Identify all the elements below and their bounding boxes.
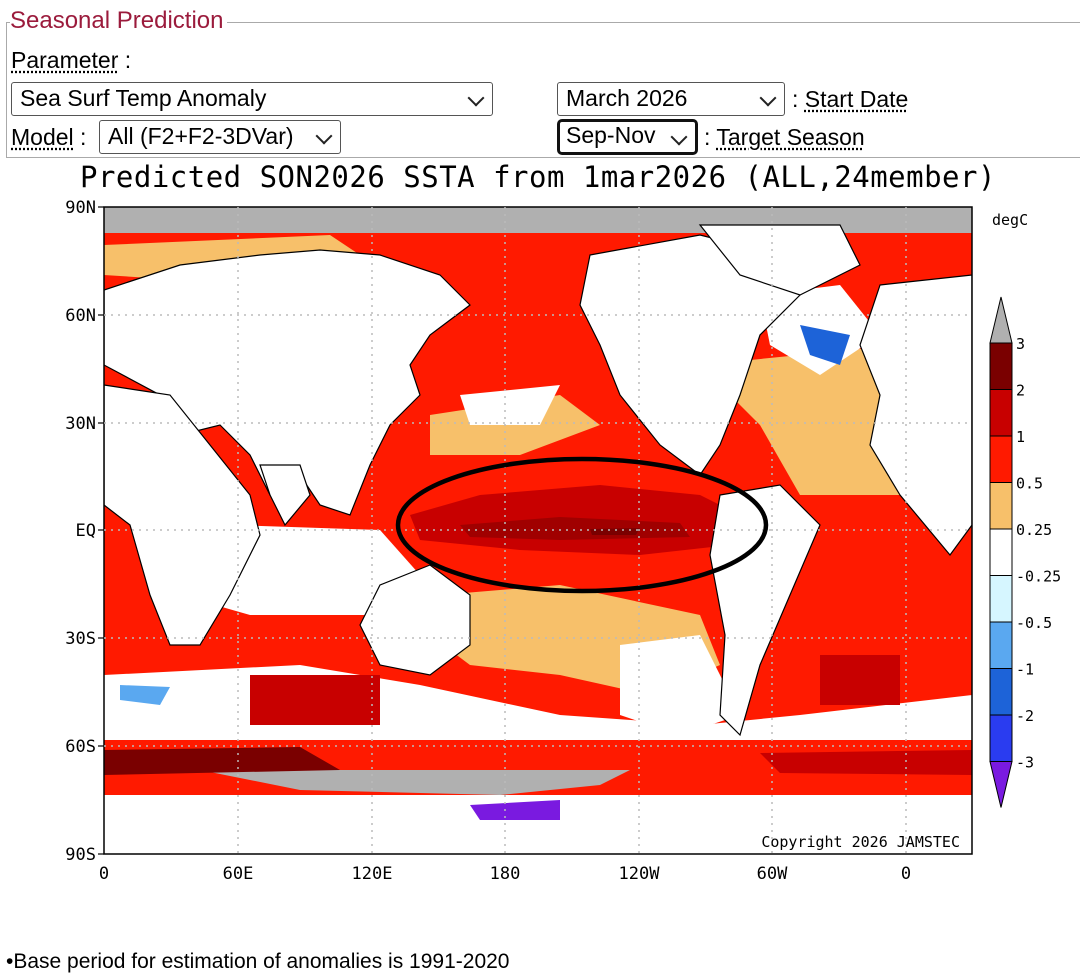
lat-label: 30S	[65, 629, 96, 649]
chevron-down-icon	[670, 128, 688, 146]
parameter-colon: :	[124, 47, 132, 73]
anomaly-patch	[120, 685, 170, 705]
base-period-note: •Base period for estimation of anomalies…	[6, 950, 510, 973]
model-select-value: All (F2+F2-3DVar)	[108, 123, 294, 149]
chevron-down-icon	[467, 89, 485, 107]
colorbar-label: -3	[1016, 754, 1034, 772]
india-landmass	[259, 464, 311, 527]
colorbar-label: -0.5	[1016, 614, 1052, 632]
continent-outlines	[104, 224, 972, 737]
parameter-label: Parameter	[11, 47, 119, 73]
lat-label: 60N	[65, 306, 96, 326]
anomaly-patch	[760, 750, 972, 775]
start-date-select-value: March 2026	[566, 85, 688, 111]
africa-landmass	[104, 384, 261, 646]
chevron-down-icon	[759, 89, 777, 107]
map-field	[104, 207, 972, 854]
colorbar-unit: degC	[992, 211, 1028, 229]
parameter-select[interactable]: Sea Surf Temp Anomaly	[11, 82, 493, 116]
anomaly-patch	[250, 675, 380, 725]
map-title: Predicted SON2026 SSTA from 1mar2026 (AL…	[80, 160, 996, 194]
colorbar-label: 1	[1016, 428, 1025, 446]
prediction-form	[6, 22, 1080, 158]
anomaly-patch	[460, 385, 560, 425]
model-colon: :	[80, 124, 87, 150]
colorbar-segment	[989, 621, 1013, 669]
latitude-ticks	[98, 206, 104, 855]
eurasia-landmass	[104, 249, 471, 516]
target-season-colon: :	[704, 124, 711, 150]
colorbar-bottom-arrow	[989, 761, 1013, 808]
latitude-axis: 90N 60N 30N EQ 30S 60S 90S	[65, 198, 96, 865]
lon-label: 60E	[223, 864, 254, 884]
anomaly-patch	[820, 655, 900, 705]
target-season-select[interactable]: Sep-Nov	[557, 119, 698, 155]
colorbar-top-arrow	[989, 296, 1013, 344]
lat-label: EQ	[76, 521, 96, 541]
parameter-label-group: Parameter :	[11, 47, 131, 74]
colorbar-label: 0.5	[1016, 475, 1043, 493]
parameter-select-value: Sea Surf Temp Anomaly	[20, 85, 267, 111]
lat-label: 60S	[65, 737, 96, 757]
model-label: Model	[11, 124, 74, 150]
lat-label: 90N	[65, 198, 96, 218]
lat-label: 30N	[65, 414, 96, 434]
colorbar-segment	[989, 389, 1013, 437]
colorbar-label: -0.25	[1016, 568, 1061, 586]
model-label-group: Model :	[11, 124, 86, 151]
start-date-label-group: : Start Date	[792, 86, 908, 113]
map-gridlines	[104, 207, 972, 854]
colorbar-segment	[989, 528, 1013, 576]
target-season-label: Target Season	[716, 124, 865, 150]
model-select[interactable]: All (F2+F2-3DVar)	[99, 120, 341, 154]
el-nino-highlight-ellipse	[395, 456, 769, 594]
lon-label: 180	[490, 864, 521, 884]
colorbar-label: 0.25	[1016, 521, 1052, 539]
anomaly-patch	[470, 800, 560, 820]
anomaly-patch	[104, 747, 340, 775]
chevron-down-icon	[315, 127, 333, 145]
south-america-landmass	[709, 484, 821, 737]
anomaly-patch	[620, 635, 740, 735]
colorbar-segment	[989, 714, 1013, 762]
lon-label: 120W	[619, 864, 661, 884]
anomaly-patch	[800, 325, 850, 365]
target-season-select-value: Sep-Nov	[566, 122, 656, 148]
lon-label: 0	[99, 864, 109, 884]
colorbar-label: 2	[1016, 382, 1025, 400]
ssta-map-figure: 90N 60N 30N EQ 30S 60S 90S 0 60E 120E 18…	[65, 198, 1061, 884]
colorbar-segment	[989, 342, 1013, 390]
australia-landmass	[359, 564, 471, 676]
form-legend: Seasonal Prediction	[10, 7, 228, 35]
colorbar: 3 2 1 0.5 0.25 -0.25 -0.5 -1 -2 -3	[989, 296, 1061, 808]
start-date-colon: :	[792, 86, 799, 112]
greenland-landmass	[698, 224, 861, 296]
start-date-select[interactable]: March 2026	[557, 82, 785, 116]
colorbar-segment	[989, 435, 1013, 483]
lat-label: 90S	[65, 845, 96, 865]
lon-label: 120E	[352, 864, 393, 884]
colorbar-label: -1	[1016, 661, 1034, 679]
anomaly-patch	[590, 528, 640, 535]
europe-africa-east-landmass	[859, 274, 972, 556]
lon-label: 0	[901, 864, 911, 884]
colorbar-segment	[989, 575, 1013, 623]
colorbar-label: -2	[1016, 707, 1034, 725]
colorbar-segment	[989, 668, 1013, 716]
start-date-label: Start Date	[804, 86, 909, 112]
colorbar-segment	[989, 482, 1013, 530]
copyright-text: Copyright 2026 JAMSTEC	[761, 833, 960, 851]
colorbar-label: 3	[1016, 335, 1025, 353]
lon-label: 60W	[757, 864, 788, 884]
longitude-axis: 0 60E 120E 180 120W 60W 0	[99, 864, 911, 884]
target-season-label-group: : Target Season	[704, 124, 865, 151]
